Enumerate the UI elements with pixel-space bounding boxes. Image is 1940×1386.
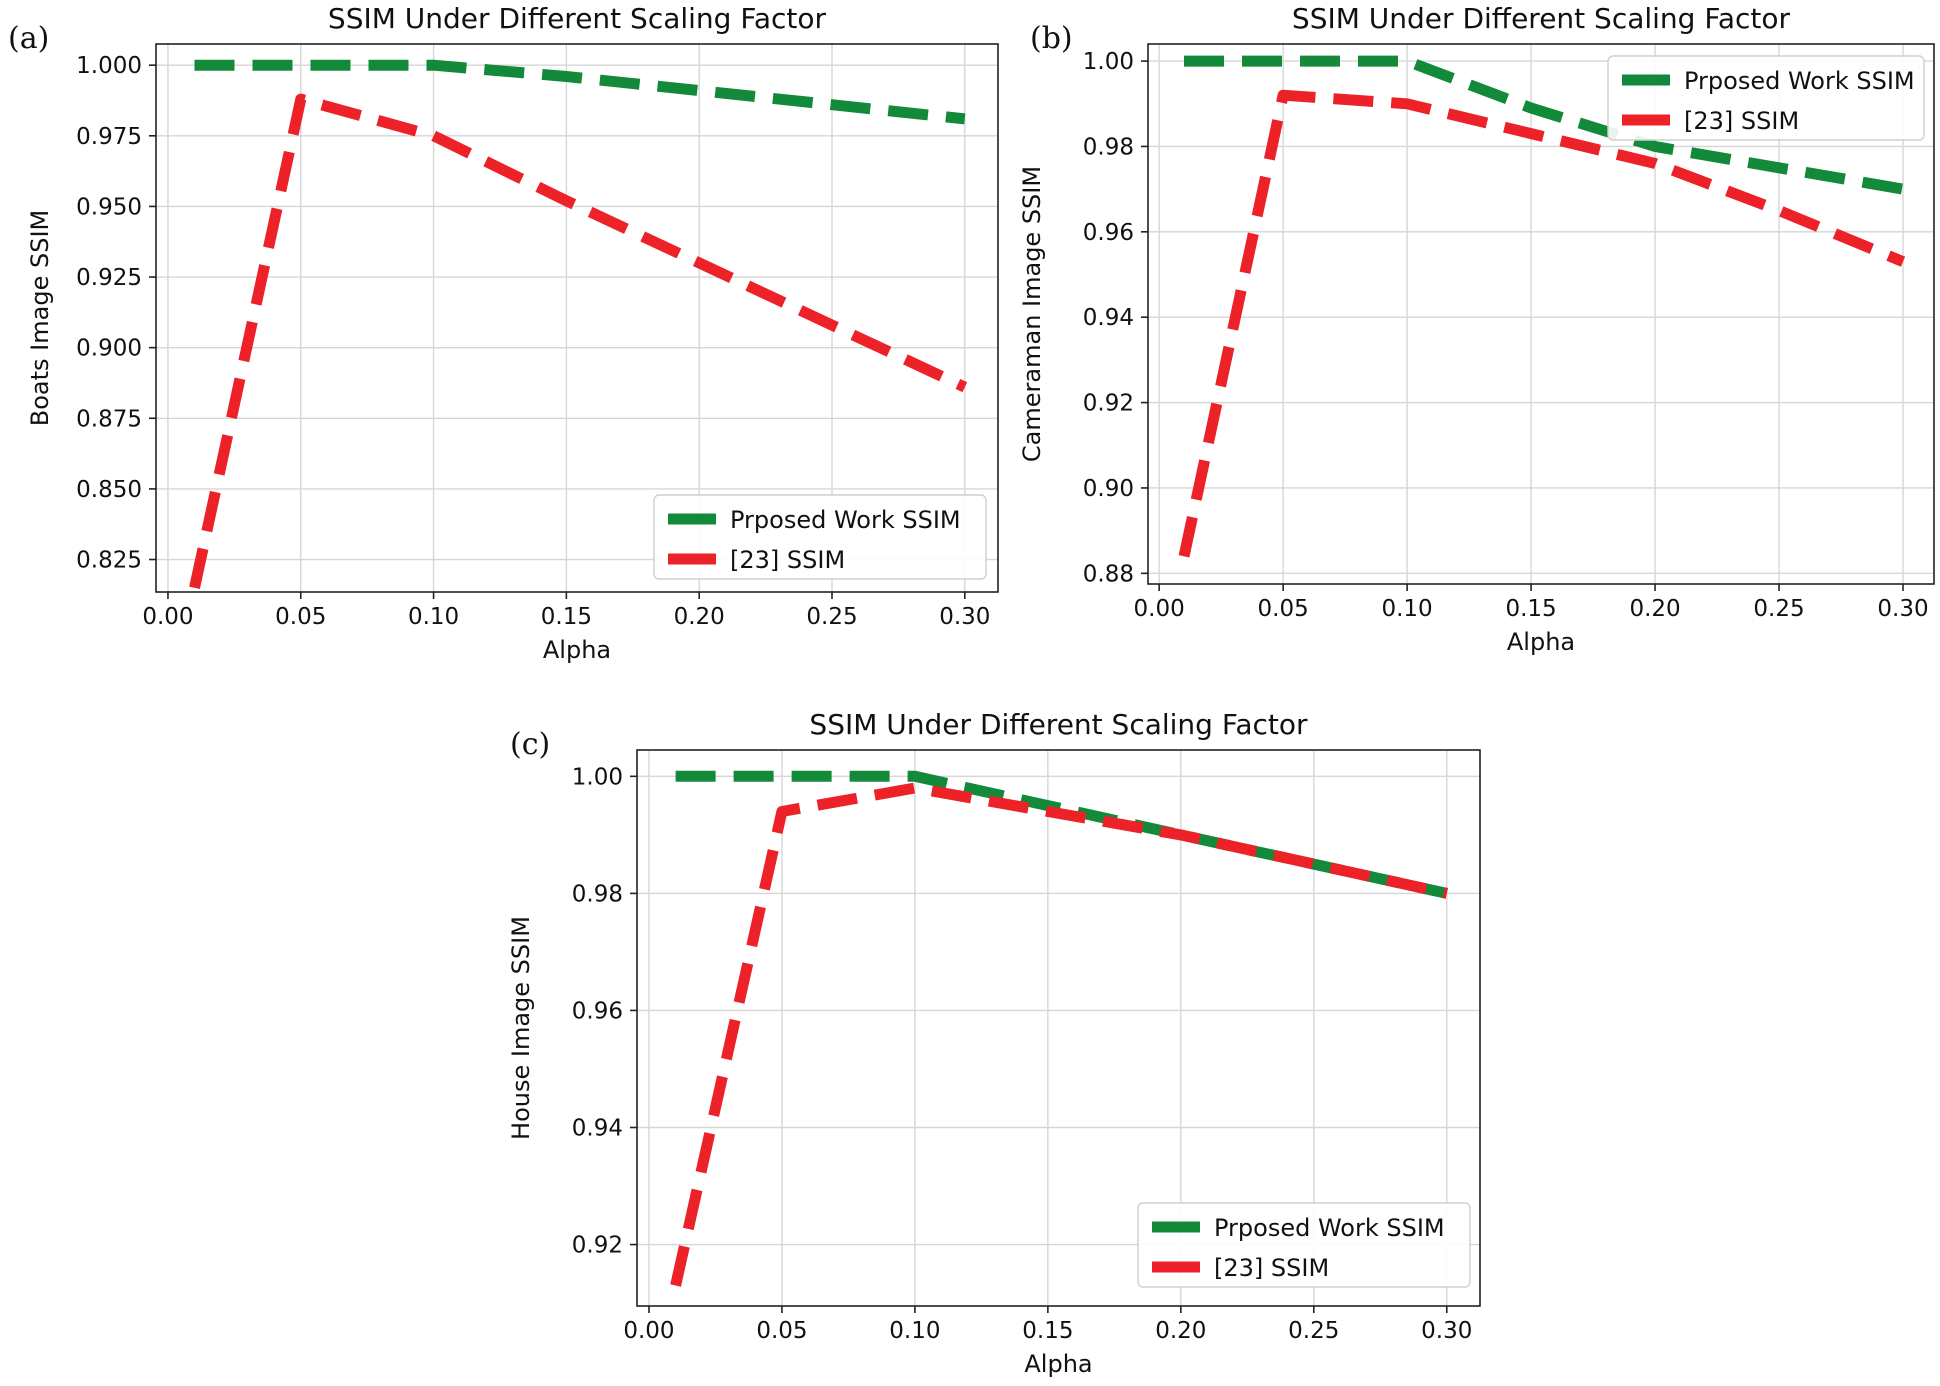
y-tick-label: 0.98 (572, 881, 623, 907)
x-tick-label: 0.25 (806, 604, 857, 630)
x-tick-label: 0.10 (1381, 596, 1432, 622)
chart-panel-2: (c) SSIM Under Different Scaling Factor 0.… (507, 708, 1481, 1378)
x-axis-label: Alpha (1507, 628, 1575, 656)
legend-label: [23] SSIM (730, 546, 845, 574)
chart-title: SSIM Under Different Scaling Factor (809, 708, 1308, 741)
x-tick-label: 0.30 (1421, 1318, 1472, 1344)
y-tick-label: 1.000 (76, 53, 142, 79)
y-axis-label: Cameraman Image SSIM (1018, 166, 1046, 462)
y-tick-label: 0.825 (76, 548, 142, 574)
x-axis-label: Alpha (1024, 1350, 1092, 1378)
x-tick-label: 0.25 (1753, 596, 1804, 622)
y-tick-label: 0.98 (1083, 134, 1134, 160)
x-tick-label: 0.10 (408, 604, 459, 630)
y-tick-label: 0.900 (76, 336, 142, 362)
x-tick-label: 0.15 (1022, 1318, 1073, 1344)
legend-box (1607, 55, 1925, 141)
x-tick-label: 0.05 (275, 604, 326, 630)
legend-label: Prposed Work SSIM (1684, 67, 1915, 95)
chart-title: SSIM Under Different Scaling Factor (328, 2, 827, 35)
legend-label: Prposed Work SSIM (1214, 1214, 1445, 1242)
y-tick-label: 0.925 (76, 265, 142, 291)
legend-label: [23] SSIM (1214, 1254, 1329, 1282)
x-tick-label: 0.00 (1134, 596, 1185, 622)
series-line-0 (675, 770, 1448, 899)
x-tick-label: 0.30 (939, 604, 990, 630)
y-tick-label: 0.96 (572, 998, 623, 1024)
y-tick-label: 0.92 (1083, 391, 1134, 417)
legend: Prposed Work SSIM [23] SSIM (1607, 55, 1925, 141)
legend-label: Prposed Work SSIM (730, 506, 961, 534)
x-tick-label: 0.05 (756, 1318, 807, 1344)
x-tick-label: 0.15 (1505, 596, 1556, 622)
y-tick-label: 0.875 (76, 406, 142, 432)
y-tick-label: 0.94 (1083, 305, 1134, 331)
series-line-1 (670, 782, 1448, 1287)
y-tick-label: 1.00 (1083, 49, 1134, 75)
x-axis-label: Alpha (543, 636, 611, 664)
x-tick-label: 0.20 (1155, 1318, 1206, 1344)
legend-box (1137, 1202, 1471, 1288)
series-line-0 (194, 59, 966, 125)
y-axis-label: House Image SSIM (507, 916, 535, 1140)
y-tick-label: 0.950 (76, 194, 142, 220)
x-tick-label: 0.00 (623, 1318, 674, 1344)
x-tick-label: 0.30 (1877, 596, 1928, 622)
plot-frame (1147, 43, 1935, 585)
x-tick-label: 0.10 (889, 1318, 940, 1344)
x-tick-label: 0.20 (1629, 596, 1680, 622)
y-tick-label: 0.96 (1083, 220, 1134, 246)
legend: Prposed Work SSIM [23] SSIM (653, 494, 987, 580)
series-line-0 (1184, 55, 1904, 195)
chart-panel-0: (a) SSIM Under Different Scaling Factor 0.… (8, 2, 999, 664)
legend-box (653, 494, 987, 580)
x-tick-label: 0.25 (1288, 1318, 1339, 1344)
y-tick-label: 0.88 (1083, 561, 1134, 587)
legend: Prposed Work SSIM [23] SSIM (1137, 1202, 1471, 1288)
legend-label: [23] SSIM (1684, 107, 1799, 135)
y-tick-label: 0.92 (572, 1233, 623, 1259)
plot-frame (636, 749, 1481, 1307)
series-line-1 (1178, 89, 1906, 558)
y-axis-label: Boats Image SSIM (26, 210, 54, 426)
y-tick-label: 0.94 (572, 1115, 623, 1141)
series-line-1 (189, 93, 968, 589)
y-tick-label: 0.850 (76, 477, 142, 503)
y-tick-label: 0.90 (1083, 476, 1134, 502)
chart-title: SSIM Under Different Scaling Factor (1292, 2, 1791, 35)
panel-letter: (b) (1030, 21, 1073, 56)
panel-letter: (a) (8, 21, 49, 56)
panel-letter: (c) (510, 727, 550, 762)
x-tick-label: 0.20 (674, 604, 725, 630)
plot-frame (155, 43, 999, 593)
y-tick-label: 1.00 (572, 764, 623, 790)
y-tick-label: 0.975 (76, 124, 142, 150)
x-tick-label: 0.05 (1258, 596, 1309, 622)
x-tick-label: 0.00 (142, 604, 193, 630)
x-tick-label: 0.15 (541, 604, 592, 630)
chart-panel-1: (b) SSIM Under Different Scaling Factor 0.… (1018, 2, 1935, 656)
